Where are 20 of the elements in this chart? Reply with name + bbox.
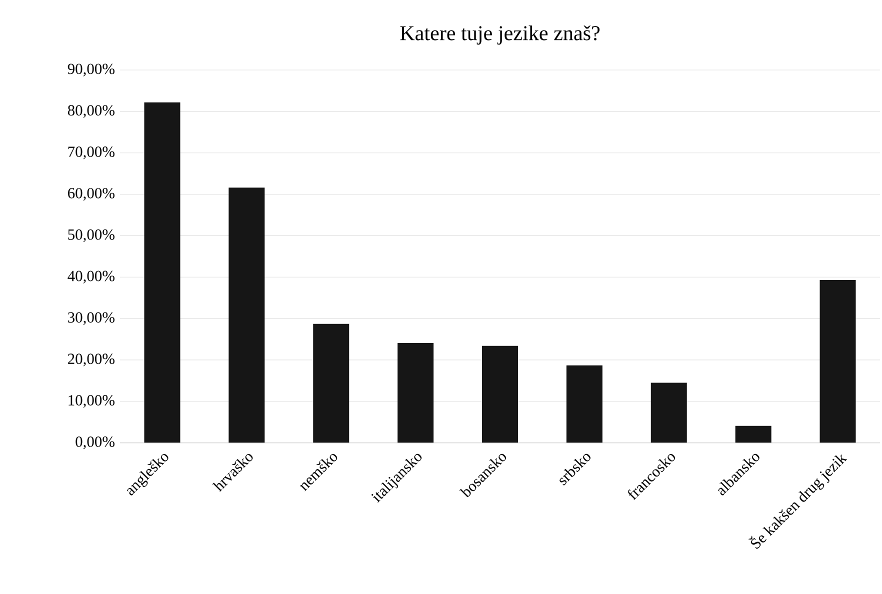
- bar: [820, 280, 856, 443]
- bar: [735, 426, 772, 443]
- y-tick-label: 40,00%: [68, 270, 114, 284]
- y-tick-label: 30,00%: [68, 312, 114, 325]
- y-tick-label: 70,00%: [68, 146, 114, 160]
- bar: [482, 346, 518, 443]
- bar: [313, 324, 350, 443]
- bar: [650, 382, 687, 443]
- y-tick-label: 90,00%: [68, 64, 114, 76]
- bar: [566, 365, 602, 443]
- y-tick-label: 60,00%: [68, 188, 114, 201]
- y-tick-label: 20,00%: [68, 354, 114, 366]
- y-tick-label: 0,00%: [76, 436, 115, 450]
- bar: [144, 102, 180, 443]
- y-tick-label: 10,00%: [68, 395, 114, 408]
- y-tick-label: 80,00%: [68, 105, 114, 118]
- bar: [228, 188, 265, 443]
- chart-title: Katere tuje jezike znaš?: [400, 25, 600, 45]
- bar: [398, 342, 434, 443]
- y-tick-label: 50,00%: [68, 229, 114, 242]
